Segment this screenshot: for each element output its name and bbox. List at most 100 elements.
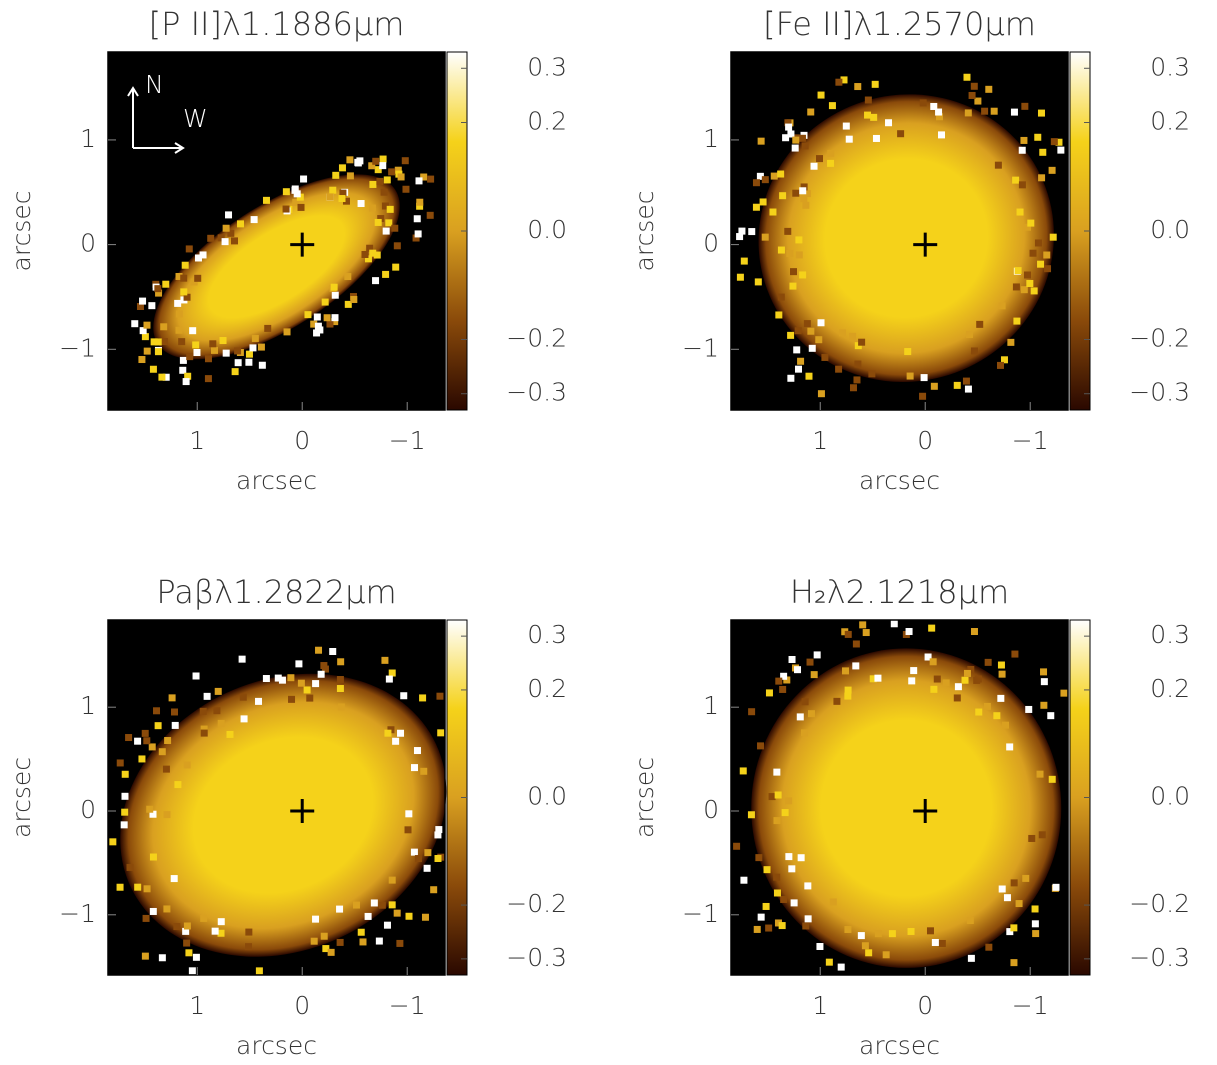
speckle (368, 162, 376, 170)
speckle (929, 658, 937, 666)
speckle (257, 343, 265, 351)
speckle (942, 679, 950, 687)
speckle (1015, 900, 1023, 908)
speckle (803, 190, 811, 198)
speckle (344, 300, 352, 308)
speckle (141, 333, 149, 341)
speckle (419, 694, 427, 702)
panel: 1 0 −1 −1 0 1 arcsec arcsec [P II]λ1.1886μm −0.3 −… (7, 5, 567, 495)
speckle (777, 293, 785, 301)
speckle (1010, 879, 1018, 887)
speckle (1012, 176, 1020, 184)
speckle (1047, 712, 1055, 720)
speckle (773, 768, 781, 776)
speckle (283, 328, 291, 336)
speckle (844, 630, 852, 638)
speckle (194, 274, 202, 282)
speckle (935, 113, 943, 121)
colorbar-tick-label: 0.3 (1150, 52, 1190, 81)
speckle (227, 229, 235, 237)
speckle (234, 347, 242, 355)
speckle (761, 233, 769, 241)
speckle (807, 327, 815, 335)
speckle (255, 967, 263, 975)
speckle (755, 854, 763, 862)
speckle (1037, 109, 1045, 117)
speckle (410, 764, 418, 772)
speckle (935, 108, 943, 116)
speckle (970, 347, 978, 355)
speckle (393, 242, 401, 250)
speckle (1031, 905, 1039, 913)
y-tick-label: −1 (682, 333, 719, 362)
speckle (413, 215, 421, 223)
y-tick-label: 1 (703, 691, 719, 720)
emission-region (120, 673, 447, 957)
speckle (416, 198, 424, 206)
speckle (131, 320, 139, 328)
speckle (740, 876, 748, 884)
x-tick-label: −1 (389, 426, 426, 455)
speckle (372, 277, 380, 285)
speckle (262, 196, 270, 204)
colorbar-tick-label: 0.2 (527, 107, 567, 136)
speckle (930, 102, 938, 110)
speckle (297, 679, 305, 687)
speckle (1049, 233, 1057, 241)
speckle (816, 942, 824, 950)
colorbar-tick-label: 0.3 (1150, 620, 1190, 649)
speckle (300, 175, 308, 183)
speckle (778, 922, 786, 930)
speckle (849, 332, 857, 340)
speckle (1040, 701, 1048, 709)
speckle (756, 172, 764, 180)
panel-title: H₂λ2.1218μm (790, 573, 1009, 611)
speckle (870, 113, 878, 121)
colorbar-tick-label: −0.3 (1129, 943, 1190, 972)
speckle (222, 224, 230, 232)
speckle (141, 952, 149, 960)
speckle (970, 628, 978, 636)
speckle (304, 311, 312, 319)
speckle (1024, 271, 1032, 279)
speckle (143, 321, 151, 329)
speckle (435, 826, 443, 834)
speckle (859, 621, 867, 629)
colorbar-tick-label: 0.2 (1150, 674, 1190, 703)
speckle (780, 895, 788, 903)
speckle (381, 656, 389, 664)
speckle (149, 365, 157, 373)
speckle (179, 366, 187, 374)
speckle (427, 175, 435, 183)
speckle (800, 195, 808, 203)
speckle (175, 272, 183, 280)
speckle (329, 186, 337, 194)
speckle (974, 675, 982, 683)
x-axis-label: arcsec (859, 1031, 940, 1060)
speckle (928, 624, 936, 632)
speckle (337, 703, 345, 711)
speckle (204, 355, 212, 363)
speckle (821, 353, 829, 361)
speckle (352, 901, 360, 909)
speckle (1044, 265, 1052, 273)
speckle (376, 177, 384, 185)
speckle (291, 185, 299, 193)
speckle (121, 808, 129, 816)
speckle (852, 662, 860, 670)
y-axis-label: arcsec (630, 191, 659, 272)
speckle (312, 680, 320, 688)
speckle (908, 677, 916, 685)
compass-arrows (127, 86, 185, 154)
y-tick-label: −1 (59, 899, 96, 928)
speckle (841, 628, 849, 636)
speckle (817, 390, 825, 398)
speckle (153, 707, 161, 715)
speckle (785, 853, 793, 861)
speckle (170, 875, 178, 883)
speckle (430, 886, 438, 894)
speckle (770, 172, 778, 180)
speckle (825, 958, 833, 966)
speckle (782, 134, 790, 142)
speckle (762, 902, 770, 910)
